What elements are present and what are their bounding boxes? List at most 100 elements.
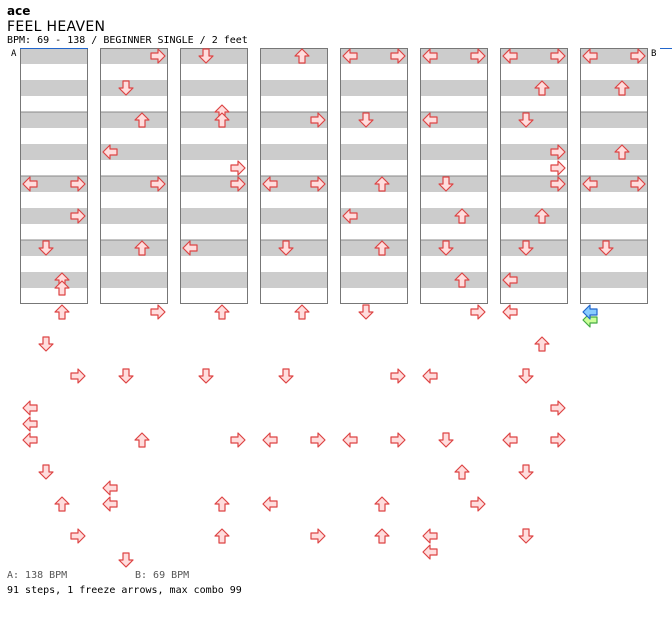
arrow-left-icon	[502, 48, 518, 64]
arrow-right-icon	[310, 528, 326, 544]
column-border	[500, 48, 568, 304]
beat-stripe	[20, 240, 88, 256]
chart-column	[260, 48, 328, 304]
arrow-up-icon	[534, 208, 550, 224]
arrow-left-icon	[582, 176, 598, 192]
arrow-up-icon	[214, 528, 230, 544]
arrow-left-icon	[22, 432, 38, 448]
arrow-up-icon	[374, 176, 390, 192]
beat-stripe	[500, 144, 568, 160]
arrow-right-icon	[310, 176, 326, 192]
beat-stripe	[260, 144, 328, 160]
arrow-left-icon	[422, 368, 438, 384]
arrow-right-icon	[390, 432, 406, 448]
arrow-down-icon	[518, 112, 534, 128]
beat-stripe	[260, 80, 328, 96]
arrow-right-icon	[150, 48, 166, 64]
column-border	[420, 48, 488, 304]
arrow-left-icon	[102, 480, 118, 496]
beat-stripe	[420, 272, 488, 288]
arrow-right-icon	[150, 176, 166, 192]
arrow-left-icon	[22, 416, 38, 432]
arrow-down-icon	[118, 368, 134, 384]
arrow-up-icon	[374, 528, 390, 544]
arrow-right-icon	[550, 160, 566, 176]
arrow-down-icon	[358, 304, 374, 320]
beat-stripe	[20, 48, 88, 64]
chart-column	[180, 48, 248, 304]
chart-column	[100, 48, 168, 304]
arrow-up-icon	[454, 272, 470, 288]
beat-stripe	[340, 48, 408, 64]
arrow-up-icon	[534, 336, 550, 352]
beat-stripe	[20, 208, 88, 224]
arrow-down-icon	[438, 432, 454, 448]
beat-stripe	[340, 272, 408, 288]
beat-stripe	[260, 176, 328, 192]
beat-stripe	[580, 208, 648, 224]
arrow-right-icon	[70, 176, 86, 192]
beat-stripe	[100, 272, 168, 288]
chart-column	[420, 48, 488, 304]
beat-stripe	[260, 112, 328, 128]
arrow-right-icon	[230, 176, 246, 192]
bpm-marker-label: B	[651, 49, 656, 59]
beat-stripe	[180, 48, 248, 64]
beat-stripe	[500, 240, 568, 256]
arrow-right-icon	[550, 432, 566, 448]
beat-stripe	[340, 144, 408, 160]
beat-stripe	[100, 176, 168, 192]
chart-column	[20, 48, 88, 304]
arrow-down-icon	[518, 240, 534, 256]
arrow-right-icon	[310, 112, 326, 128]
arrow-down-icon	[518, 368, 534, 384]
arrow-up-icon	[454, 208, 470, 224]
arrow-left-icon	[262, 176, 278, 192]
beat-stripe	[500, 80, 568, 96]
arrow-down-icon	[38, 240, 54, 256]
beat-stripe	[20, 112, 88, 128]
beat-stripe	[100, 80, 168, 96]
arrow-right-icon	[70, 368, 86, 384]
arrow-down-icon	[518, 464, 534, 480]
arrow-right-icon	[390, 368, 406, 384]
beat-stripe	[340, 112, 408, 128]
arrow-right-icon	[310, 432, 326, 448]
arrow-left-icon	[262, 432, 278, 448]
beat-stripe	[580, 144, 648, 160]
beat-stripe	[260, 272, 328, 288]
beat-stripe	[500, 176, 568, 192]
arrow-up-icon	[134, 432, 150, 448]
beat-stripe	[100, 240, 168, 256]
beat-stripe	[20, 176, 88, 192]
arrow-down-icon	[38, 464, 54, 480]
beat-stripe	[580, 80, 648, 96]
arrow-up-icon	[214, 112, 230, 128]
beat-stripe	[100, 48, 168, 64]
arrow-up-icon	[374, 496, 390, 512]
beat-stripe	[420, 48, 488, 64]
arrow-left-icon	[342, 48, 358, 64]
arrow-up-icon	[54, 304, 70, 320]
beat-stripe	[340, 176, 408, 192]
arrow-left-icon	[422, 544, 438, 560]
arrow-right-icon	[390, 48, 406, 64]
arrow-down-icon	[358, 112, 374, 128]
song-title: FEEL HEAVEN	[7, 19, 106, 35]
beat-stripe	[180, 208, 248, 224]
chart-column	[500, 48, 568, 304]
beat-stripe	[580, 48, 648, 64]
arrow-right-icon	[230, 432, 246, 448]
arrow-left-icon	[22, 400, 38, 416]
arrow-left-icon	[102, 496, 118, 512]
arrow-up-icon	[454, 464, 470, 480]
beat-stripe	[20, 144, 88, 160]
beat-stripe	[180, 80, 248, 96]
arrow-down-icon	[518, 528, 534, 544]
beat-stripe	[100, 112, 168, 128]
arrow-right-icon	[630, 48, 646, 64]
arrow-up-icon	[294, 48, 310, 64]
beat-stripe	[180, 240, 248, 256]
column-border	[180, 48, 248, 304]
